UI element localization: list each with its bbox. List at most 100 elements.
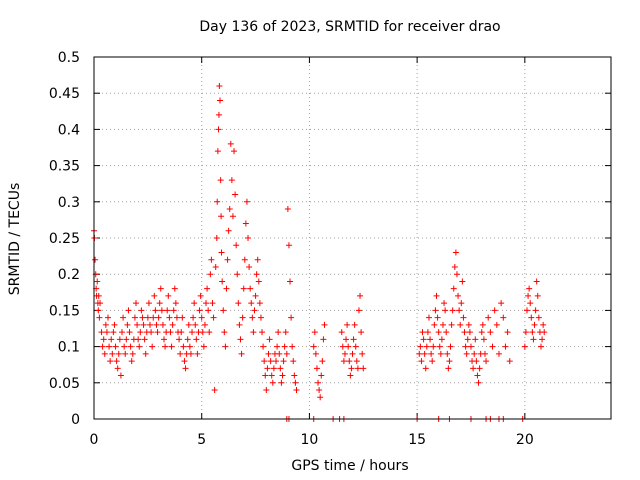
data-point xyxy=(288,314,295,321)
data-point xyxy=(219,278,226,285)
data-point xyxy=(210,314,217,321)
data-point xyxy=(115,350,122,357)
data-point xyxy=(456,307,463,314)
data-point xyxy=(167,329,174,336)
data-point xyxy=(479,321,486,328)
data-point xyxy=(455,292,462,299)
data-point xyxy=(92,256,99,263)
x-tick-label: 5 xyxy=(197,432,206,448)
data-point xyxy=(203,300,210,307)
data-point xyxy=(205,307,212,314)
data-point xyxy=(109,350,116,357)
data-point xyxy=(239,314,246,321)
data-point xyxy=(275,329,282,336)
data-point xyxy=(227,140,234,147)
data-point xyxy=(461,329,468,336)
data-point xyxy=(450,285,457,292)
data-point xyxy=(460,314,467,321)
data-point xyxy=(525,292,532,299)
data-point xyxy=(498,300,505,307)
data-point xyxy=(447,343,454,350)
data-point xyxy=(483,358,490,365)
data-point xyxy=(266,336,273,343)
data-point xyxy=(246,263,253,270)
data-point xyxy=(102,321,109,328)
y-tick-label: 0.35 xyxy=(49,159,80,175)
data-point xyxy=(125,307,132,314)
data-point xyxy=(529,329,536,336)
data-point xyxy=(164,307,171,314)
y-tick-label: 0.05 xyxy=(49,376,80,392)
data-point xyxy=(155,314,162,321)
data-point xyxy=(235,300,242,307)
data-point xyxy=(107,358,114,365)
data-point xyxy=(126,329,133,336)
data-point xyxy=(110,329,117,336)
data-point xyxy=(444,350,451,357)
data-point xyxy=(147,321,154,328)
data-point xyxy=(234,271,241,278)
data-point xyxy=(360,365,367,372)
data-point xyxy=(136,343,143,350)
data-point xyxy=(434,314,441,321)
data-point xyxy=(245,235,252,241)
data-point xyxy=(145,300,152,307)
data-point xyxy=(435,329,442,336)
data-point xyxy=(157,285,164,292)
data-point xyxy=(267,358,274,365)
data-point xyxy=(212,263,219,270)
x-axis-label: GPS time / hours xyxy=(291,458,408,474)
data-point xyxy=(172,300,179,307)
data-point xyxy=(158,307,165,314)
data-point xyxy=(292,379,299,386)
data-point xyxy=(417,343,424,350)
data-point xyxy=(238,350,245,357)
data-point xyxy=(348,365,355,372)
data-point xyxy=(207,271,214,278)
data-point xyxy=(421,350,428,357)
data-point xyxy=(521,343,528,350)
data-point xyxy=(111,321,118,328)
data-point xyxy=(254,256,261,263)
data-point xyxy=(113,358,120,365)
data-point xyxy=(176,336,183,343)
data-point xyxy=(262,372,269,379)
data-point xyxy=(127,343,134,350)
data-point xyxy=(270,365,277,372)
data-point xyxy=(177,350,184,357)
data-point xyxy=(419,329,426,336)
x-tick-label: 0 xyxy=(90,432,99,448)
data-point xyxy=(133,300,140,307)
data-point xyxy=(166,314,173,321)
data-point xyxy=(279,372,286,379)
data-point xyxy=(151,292,158,299)
data-point xyxy=(504,329,511,336)
data-point xyxy=(233,242,240,249)
data-point xyxy=(439,321,446,328)
data-point xyxy=(284,206,291,213)
data-point xyxy=(180,343,187,350)
data-point xyxy=(173,314,180,321)
data-point xyxy=(293,387,300,394)
data-point xyxy=(316,387,323,394)
data-point xyxy=(431,321,438,328)
data-point xyxy=(453,271,460,278)
data-point xyxy=(184,336,191,343)
axis-ticks: 0 0.05 0.1 0.15 0.2 0.25 0.3 0.35 0.4 0.45 0.5 0 5 10… xyxy=(49,50,611,448)
data-point xyxy=(268,372,275,379)
data-point xyxy=(347,372,354,379)
data-point xyxy=(287,278,294,285)
data-point xyxy=(214,148,221,155)
data-point xyxy=(522,329,529,336)
data-point xyxy=(250,329,257,336)
data-point xyxy=(340,358,347,365)
data-point xyxy=(198,314,205,321)
data-point xyxy=(169,321,176,328)
data-point xyxy=(495,350,502,357)
data-point xyxy=(283,350,290,357)
data-point xyxy=(531,321,538,328)
data-point xyxy=(139,314,146,321)
data-point xyxy=(144,314,151,321)
data-point xyxy=(98,329,105,336)
data-point xyxy=(185,321,192,328)
